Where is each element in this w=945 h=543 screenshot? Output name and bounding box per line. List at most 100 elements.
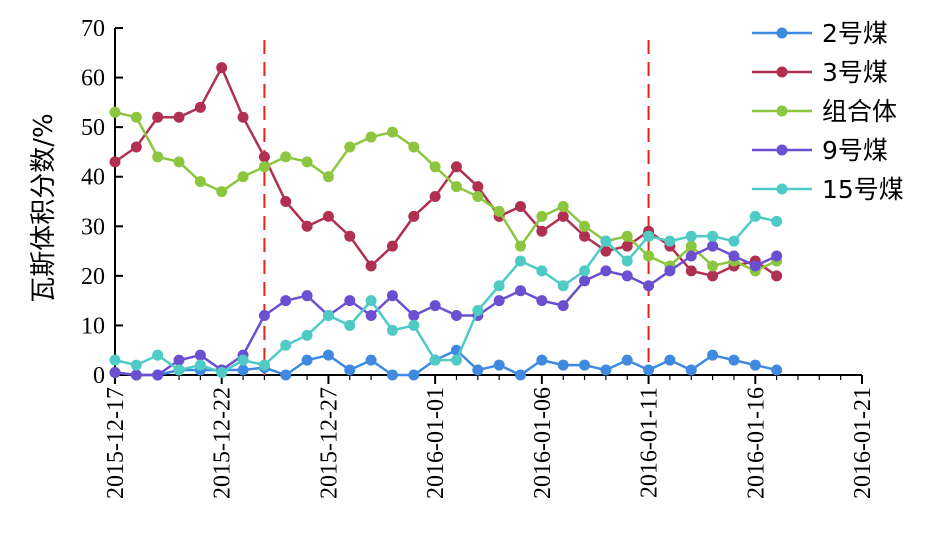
data-point <box>771 270 783 282</box>
data-point <box>771 364 783 376</box>
data-point <box>728 354 740 366</box>
data-point <box>365 354 377 366</box>
data-point <box>386 126 398 138</box>
data-point <box>237 364 249 376</box>
data-point <box>280 339 292 351</box>
data-point <box>536 210 548 222</box>
data-point <box>493 295 505 307</box>
data-point <box>386 240 398 252</box>
legend-label: 15号煤 <box>822 175 904 204</box>
x-tick-label: 2016-01-06 <box>530 387 556 499</box>
data-point <box>515 255 527 267</box>
data-point <box>429 300 441 312</box>
y-tick-label: 10 <box>81 313 105 339</box>
data-point <box>771 250 783 262</box>
data-point <box>301 220 313 232</box>
data-point <box>194 359 206 371</box>
data-point <box>600 364 612 376</box>
data-point <box>472 181 484 193</box>
series-line <box>114 214 777 374</box>
x-tick-label: 2016-01-11 <box>637 387 663 498</box>
data-point <box>536 354 548 366</box>
data-point <box>450 161 462 173</box>
data-point <box>408 319 420 331</box>
y-axis-label: 瓦斯体积分数/% <box>29 113 59 302</box>
data-point <box>707 260 719 272</box>
data-point <box>749 210 761 222</box>
data-point <box>643 250 655 262</box>
data-point <box>408 141 420 153</box>
data-point <box>515 240 527 252</box>
data-point <box>344 319 356 331</box>
data-point <box>216 186 228 198</box>
data-point <box>322 310 334 322</box>
data-point <box>301 329 313 341</box>
data-point <box>728 250 740 262</box>
series-line <box>114 348 777 377</box>
legend-label: 3号煤 <box>822 58 888 87</box>
data-point <box>515 369 527 381</box>
data-point <box>130 111 142 123</box>
y-tick-label: 40 <box>81 165 105 191</box>
data-point <box>322 349 334 361</box>
data-point <box>322 171 334 183</box>
data-point <box>579 275 591 287</box>
series-line <box>114 64 778 278</box>
data-point <box>216 62 228 74</box>
data-point <box>515 285 527 297</box>
data-point <box>450 310 462 322</box>
data-point <box>408 310 420 322</box>
data-point <box>664 235 676 247</box>
data-point <box>344 230 356 242</box>
data-point <box>685 364 697 376</box>
data-point <box>515 200 527 212</box>
data-point <box>152 349 164 361</box>
data-point <box>600 265 612 277</box>
data-point <box>429 191 441 203</box>
data-point <box>130 141 142 153</box>
legend-marker <box>776 66 788 78</box>
data-point <box>621 354 633 366</box>
x-tick-label: 2016-01-01 <box>423 387 449 499</box>
data-point <box>685 230 697 242</box>
y-tick-label: 60 <box>81 66 105 92</box>
data-point <box>365 260 377 272</box>
data-point <box>579 265 591 277</box>
data-point <box>109 156 121 168</box>
data-point <box>600 245 612 257</box>
data-point <box>621 270 633 282</box>
data-point <box>280 369 292 381</box>
data-point <box>493 359 505 371</box>
data-point <box>536 265 548 277</box>
y-tick-label: 0 <box>93 363 105 389</box>
data-point <box>130 369 142 381</box>
plot-area: 0 10 20 30 40 50 60 70 2015-12-17 2015-12-22 2015-… <box>81 16 876 499</box>
data-point <box>621 240 633 252</box>
data-point <box>130 359 142 371</box>
data-point <box>579 359 591 371</box>
data-point <box>216 367 228 379</box>
data-point <box>557 200 569 212</box>
data-point <box>365 131 377 143</box>
data-point <box>707 270 719 282</box>
legend-label: 9号煤 <box>822 136 888 165</box>
legend-label: 2号煤 <box>822 19 888 48</box>
data-point <box>301 156 313 168</box>
data-point <box>557 280 569 292</box>
data-point <box>152 111 164 123</box>
data-point <box>194 176 206 188</box>
data-point <box>237 354 249 366</box>
data-point <box>109 354 121 366</box>
data-point <box>173 111 185 123</box>
data-point <box>579 230 591 242</box>
data-point <box>301 290 313 302</box>
x-tick-label: 2016-01-21 <box>850 387 876 499</box>
data-point <box>258 359 270 371</box>
data-point <box>386 324 398 336</box>
data-point <box>621 255 633 267</box>
data-point <box>450 181 462 193</box>
data-point <box>258 310 270 322</box>
data-point <box>557 359 569 371</box>
legend-marker <box>776 105 788 117</box>
